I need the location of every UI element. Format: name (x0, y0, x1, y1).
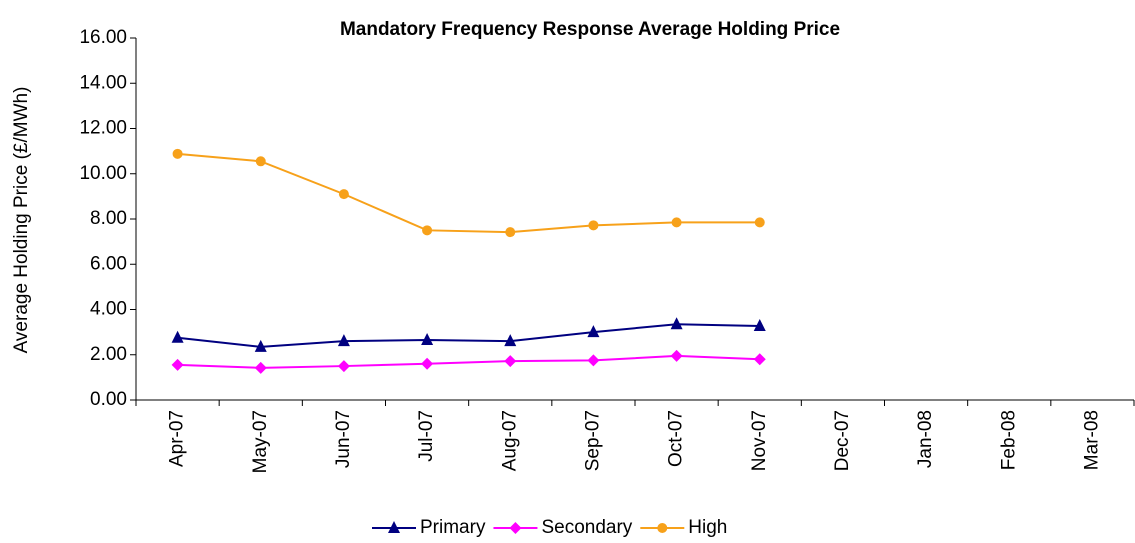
marker (172, 148, 183, 159)
marker (753, 353, 766, 366)
legend-label: High (688, 517, 727, 538)
marker (338, 189, 349, 200)
x-tick-label: Apr-07 (167, 410, 188, 467)
marker (255, 156, 266, 167)
marker (657, 523, 668, 533)
marker (587, 325, 600, 338)
x-tick-label: Nov-07 (749, 410, 770, 471)
legend-label: Primary (420, 517, 486, 538)
x-tick-label: Jan-08 (915, 410, 936, 468)
y-tick-label: 0.00 (90, 389, 127, 410)
marker (587, 354, 600, 367)
marker (337, 360, 350, 373)
marker (670, 317, 683, 330)
series-line (177, 354, 760, 369)
marker (421, 357, 434, 370)
marker (171, 330, 184, 343)
marker (504, 355, 517, 368)
y-tick-label: 14.00 (79, 72, 127, 93)
marker (670, 349, 683, 362)
marker (753, 319, 766, 332)
marker (509, 522, 522, 534)
y-tick-label: 12.00 (79, 118, 127, 139)
legend-label: Secondary (541, 517, 632, 538)
y-tick-label: 16.00 (79, 27, 127, 48)
x-tick-label: Mar-08 (1081, 410, 1102, 470)
marker (671, 217, 682, 228)
y-tick-label: 10.00 (79, 163, 127, 184)
x-tick-label: May-07 (250, 410, 271, 473)
x-tick-label: Sep-07 (582, 410, 603, 471)
x-tick-label: Feb-08 (998, 410, 1019, 470)
marker (588, 220, 599, 231)
marker (337, 334, 350, 347)
series-line (177, 152, 760, 234)
y-tick-label: 6.00 (90, 253, 127, 274)
chart-title: Mandatory Frequency Response Average Hol… (340, 19, 840, 40)
marker (254, 361, 267, 374)
x-tick-label: Oct-07 (666, 410, 687, 467)
marker (505, 227, 516, 238)
marker (754, 217, 765, 228)
y-tick-label: 4.00 (90, 299, 127, 320)
marker (388, 521, 400, 533)
legend: Primary Secondary High (372, 517, 727, 538)
series-line (177, 323, 760, 348)
marker (171, 358, 184, 371)
marker (254, 339, 267, 352)
marker (422, 225, 433, 236)
marker (504, 334, 517, 347)
x-tick-label: Jun-07 (333, 410, 354, 468)
y-tick-label: 8.00 (90, 208, 127, 229)
y-tick-label: 2.00 (90, 344, 127, 365)
x-tick-label: Aug-07 (499, 410, 520, 471)
marker (421, 333, 434, 346)
y-axis-label: Average Holding Price (£/MWh) (11, 87, 32, 354)
x-tick-label: Jul-07 (416, 410, 437, 462)
x-tick-label: Dec-07 (832, 410, 853, 471)
